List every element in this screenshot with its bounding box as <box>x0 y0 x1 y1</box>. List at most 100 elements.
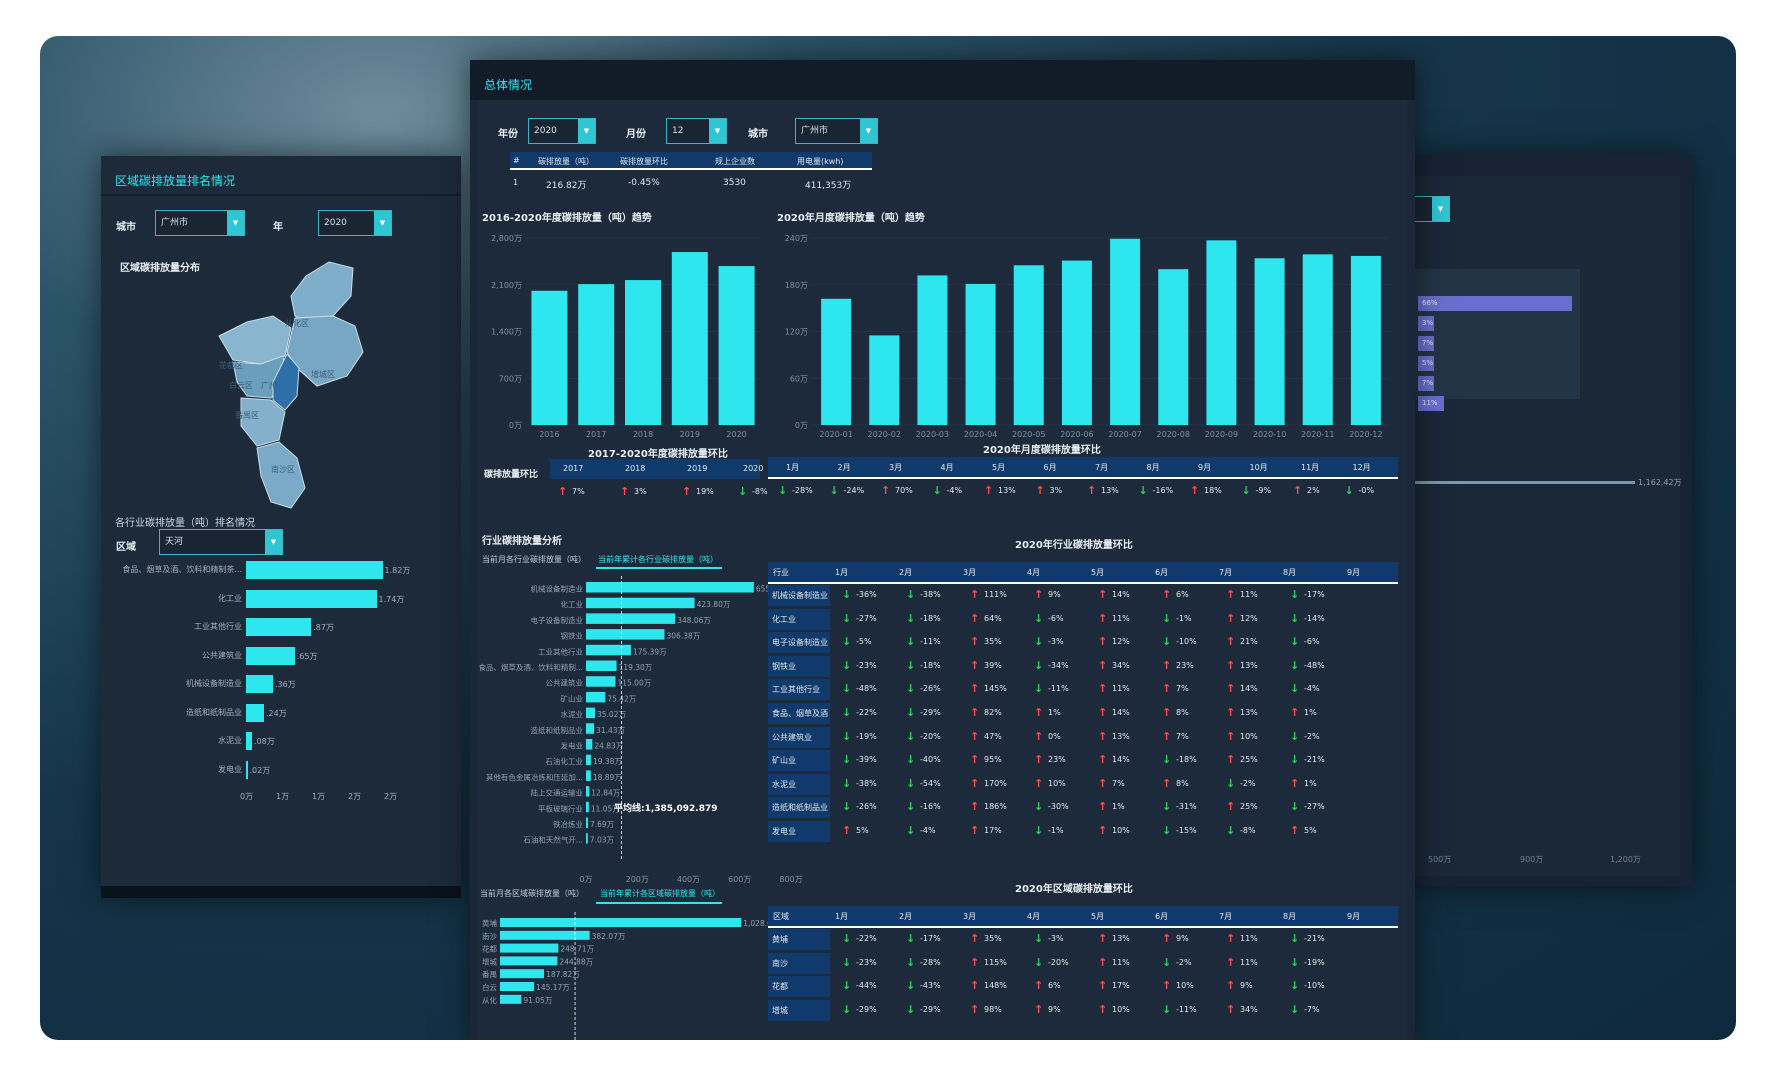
industry_mom-cell-value: 170% <box>984 778 1007 788</box>
industry-bar-label: 35.02万 <box>597 710 626 719</box>
industry_mom-cell-arrow: ↑ <box>1034 706 1044 719</box>
filter-city-dropdown[interactable]: 广州市 ▼ <box>795 118 878 144</box>
industry-bar-label: 31.43万 <box>596 726 625 735</box>
yoy-cell-value: -8% <box>752 487 768 496</box>
industry_mom-cell-arrow: ↓ <box>842 706 852 719</box>
monthly-x-label: 2020-05 <box>1012 430 1045 439</box>
filter-year-label: 年份 <box>498 129 518 140</box>
ranking-category-label: 发电业 <box>218 764 242 774</box>
region_mom-cell-value: 9% <box>1176 934 1189 943</box>
region_mom-cell-value: 17% <box>1112 981 1130 991</box>
share-bar <box>1418 316 1434 331</box>
monthly-x-label: 2020-10 <box>1253 430 1286 439</box>
industry_mom-cell-value: -18% <box>1176 755 1197 765</box>
yoy-header-cell: 2017 <box>563 464 584 473</box>
industry-category-label: 平板玻璃行业 <box>538 803 583 813</box>
region_mom-cell-value: 11% <box>1240 934 1258 943</box>
dashboard-stage: 区域碳排放量排名情况 城市 广州市 ▼ 年 2020 ▼ 区域碳排放量分布 从化… <box>40 36 1736 1040</box>
industry_mom-header-bar <box>768 562 1398 582</box>
industry_mom-cell-value: -38% <box>856 778 877 788</box>
region_mom-cell-value: -23% <box>856 957 877 967</box>
ranking-category-label: 机械设备制造业 <box>186 679 242 688</box>
industry-bar <box>586 644 631 656</box>
industry_mom-row-name-bg <box>768 585 830 606</box>
city-dropdown-value: 广州市 <box>161 218 189 228</box>
mom-cell-arrow: ↓ <box>1138 484 1148 497</box>
region_mom-cell-value: 11% <box>1112 957 1130 967</box>
share-bar-label: 5% <box>1422 359 1434 367</box>
industry_mom-cell-value: 10% <box>1112 826 1130 835</box>
industry-bar <box>586 597 695 609</box>
mom-cell-arrow: ↓ <box>1344 484 1354 497</box>
industry-bar <box>586 676 616 687</box>
filter-month-dropdown[interactable]: 12 ▼ <box>666 118 727 144</box>
region_mom-month-header: 1月 <box>835 912 849 921</box>
yearly-bar <box>625 280 661 425</box>
region_mom-cell-value: -11% <box>1176 1004 1197 1014</box>
region_mom-cell-value: -20% <box>1048 957 1069 967</box>
share-bar-label: 7% <box>1422 379 1434 387</box>
share-bar-label: 3% <box>1422 319 1434 327</box>
ranking-bar-label: .36万 <box>275 680 296 689</box>
right-panel-dropdown[interactable]: ▼ <box>1410 196 1450 222</box>
industry_mom-cell-value: 12% <box>1112 637 1130 647</box>
industry_mom-cell-value: -18% <box>920 613 941 623</box>
mom-header-bar <box>768 457 1398 477</box>
mom-cell-arrow: ↑ <box>1035 484 1045 497</box>
monthly-x-label: 2020-08 <box>1157 430 1190 439</box>
area-dropdown[interactable]: 天河 ▼ <box>159 529 283 555</box>
year-dropdown[interactable]: 2020 ▼ <box>318 210 392 236</box>
industry_mom-cell-value: -11% <box>920 637 941 647</box>
industry_mom-cell-value: -39% <box>856 755 877 765</box>
industry_mom-cell-arrow: ↑ <box>970 753 980 767</box>
ranking-x-tick: 0万 <box>240 792 254 801</box>
monthly-x-label: 2020-02 <box>868 430 901 439</box>
tab-region-year[interactable]: 当前年累计各区域碳排放量（吨） <box>600 889 720 898</box>
region_mom-row-name: 增城 <box>772 1005 788 1015</box>
industry-category-label: 其他有色金属冶炼和压延加... <box>486 772 583 782</box>
industry_mom-cell-value: -1% <box>1176 613 1192 623</box>
region_mom-row-name-bg <box>768 952 830 974</box>
industry_mom-cell-arrow: ↑ <box>970 658 980 672</box>
industry-bar-label: 24.83万 <box>594 742 623 751</box>
region_mom-cell-value: 11% <box>1240 957 1258 967</box>
industry-x-tick: 400万 <box>677 875 700 884</box>
region_mom-cell-arrow: ↑ <box>970 955 980 969</box>
tab-industry-year[interactable]: 当前年累计各行业碳排放量（吨） <box>598 555 718 564</box>
city-dropdown[interactable]: 广州市 ▼ <box>155 210 245 236</box>
region_mom-cell-arrow: ↓ <box>1162 955 1172 969</box>
region_mom-cell-value: -43% <box>920 981 941 991</box>
region_mom-cell-value: 34% <box>1240 1004 1258 1014</box>
filter-year-value: 2020 <box>534 126 557 136</box>
industry-bar <box>586 801 589 813</box>
industry_mom-cell-arrow: ↑ <box>1034 753 1044 767</box>
region_mom-cell-arrow: ↓ <box>1290 955 1300 969</box>
ranking-category-label: 工业其他行业 <box>194 622 242 631</box>
monthly-bar <box>1110 238 1141 425</box>
region-category-label: 从化 <box>482 995 497 1005</box>
industry_mom-cell-value: 8% <box>1176 778 1189 788</box>
region-map[interactable]: 从化区 花都区 增城区 白云区 广州 番禺区 南沙区 <box>101 156 461 516</box>
region_mom-month-header: 7月 <box>1219 912 1233 921</box>
industry-bar-label: 348.06万 <box>677 616 711 625</box>
region-bar-label: 248.71万 <box>560 945 594 954</box>
industry_mom-cell-value: 35% <box>984 637 1002 647</box>
tab-industry-month[interactable]: 当前月各行业碳排放量（吨） <box>482 555 586 564</box>
year-dropdown-value: 2020 <box>324 218 347 228</box>
industry-bar-label: 306.38万 <box>667 632 701 641</box>
industry_mom-cell-value: -26% <box>856 802 877 812</box>
filter-city-value: 广州市 <box>801 126 829 136</box>
industry-x-tick: 800万 <box>779 875 802 884</box>
industry_mom-cell-arrow: ↑ <box>970 776 980 790</box>
region-bar <box>500 918 742 927</box>
industry_mom-cell-arrow: ↓ <box>842 800 852 814</box>
industry_mom-cell-value: 186% <box>984 802 1007 812</box>
industry_mom-cell-arrow: ↑ <box>1034 776 1044 790</box>
industry_mom-cell-arrow: ↓ <box>1034 611 1044 625</box>
filter-year-dropdown[interactable]: 2020 ▼ <box>528 118 596 144</box>
industry-x-tick: 600万 <box>728 875 751 884</box>
industry_mom-cell-arrow: ↑ <box>1226 753 1236 767</box>
mom-cell-value: 18% <box>1204 486 1222 495</box>
industry_mom-cell-value: -31% <box>1176 802 1197 812</box>
tab-region-month[interactable]: 当前月各区域碳排放量（吨） <box>480 889 584 898</box>
